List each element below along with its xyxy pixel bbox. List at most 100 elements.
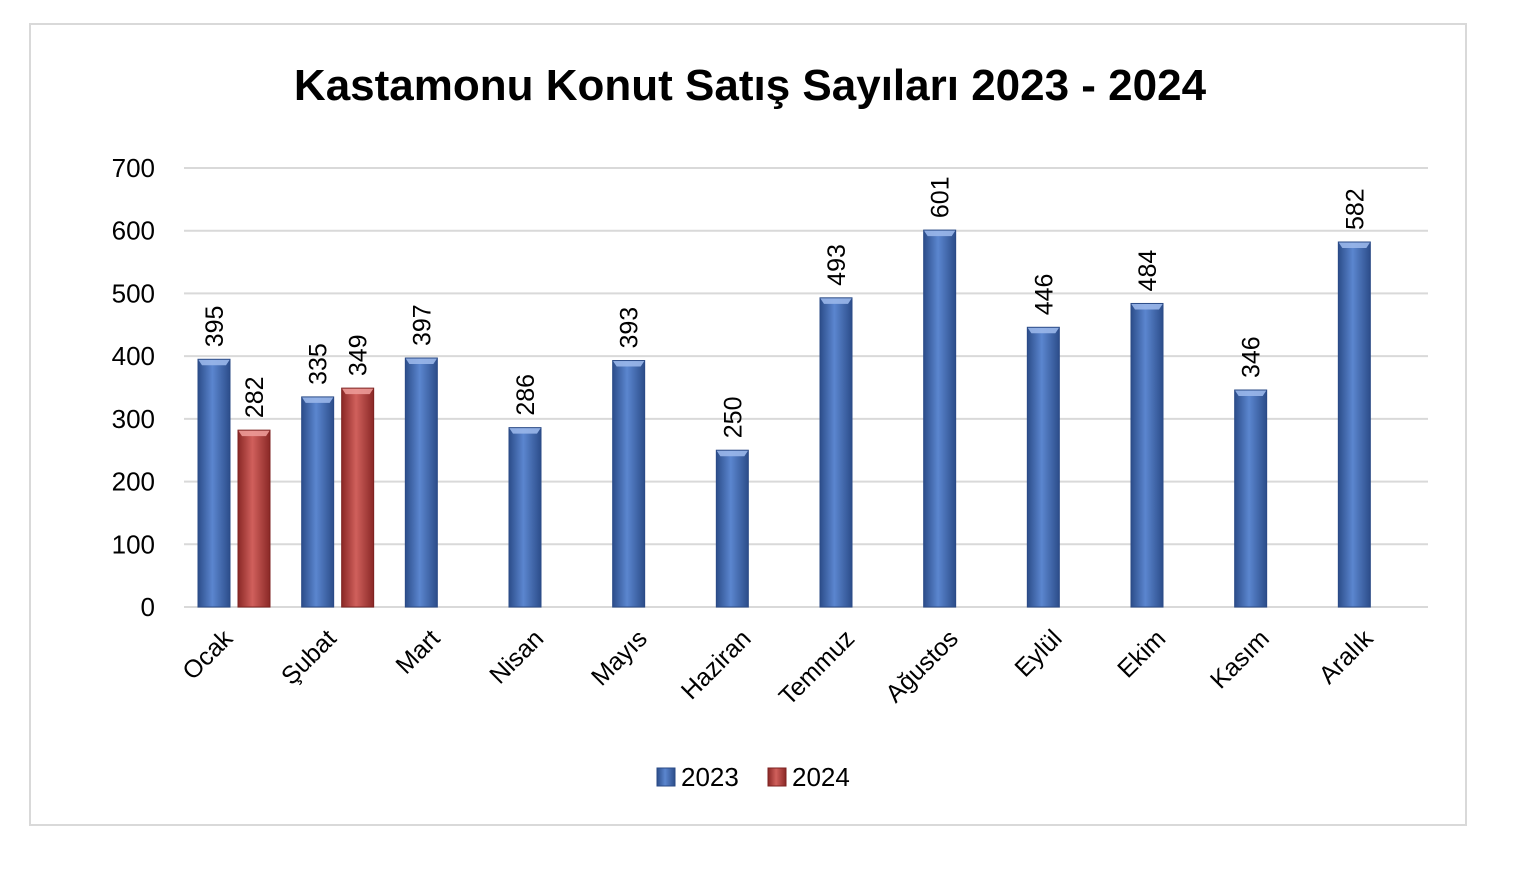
data-label: 250 bbox=[719, 396, 747, 438]
bar-bevel bbox=[509, 427, 541, 434]
legend: 2023 2024 bbox=[656, 762, 850, 792]
x-tick-label: Ocak bbox=[177, 624, 238, 685]
bar-bevel bbox=[1234, 390, 1267, 397]
data-label: 395 bbox=[201, 306, 229, 348]
legend-swatch bbox=[656, 767, 676, 787]
bar-outline bbox=[508, 427, 542, 608]
legend-swatch bbox=[767, 767, 787, 787]
bar-2023-Mayıs bbox=[612, 360, 646, 608]
data-label: 393 bbox=[616, 307, 644, 349]
bar bbox=[1234, 390, 1267, 607]
bar-bevel bbox=[1131, 303, 1163, 310]
x-tick-label: Ağustos bbox=[880, 624, 964, 708]
y-tick-label: 500 bbox=[112, 278, 155, 308]
bar-2023-Nisan bbox=[508, 427, 542, 608]
bar-bevel bbox=[405, 358, 438, 365]
bar bbox=[341, 388, 374, 607]
data-label: 349 bbox=[345, 334, 373, 376]
legend-label: 2023 bbox=[681, 762, 739, 792]
x-tick-label: Şubat bbox=[276, 624, 342, 690]
bar-bevel bbox=[612, 360, 645, 367]
bar bbox=[301, 396, 334, 607]
bar-bevel bbox=[1027, 327, 1060, 334]
bar-outline bbox=[715, 449, 749, 608]
y-tick-label: 100 bbox=[112, 529, 155, 559]
bar-2023-Şubat bbox=[301, 396, 335, 608]
x-tick-label: Nisan bbox=[484, 624, 549, 689]
bar bbox=[612, 360, 645, 607]
x-axis: Ocak Şubat Mart Nisan Mayıs Haziran Temmuz Ağus… bbox=[177, 624, 1379, 711]
bar-2023-Ocak bbox=[197, 358, 231, 608]
data-label: 346 bbox=[1238, 336, 1266, 378]
y-tick-label: 300 bbox=[112, 404, 155, 434]
legend-label: 2024 bbox=[792, 762, 850, 792]
bar-outline bbox=[197, 358, 231, 608]
data-label: 282 bbox=[241, 376, 269, 418]
bar-outline bbox=[237, 429, 271, 608]
bar-bevel bbox=[238, 430, 270, 437]
x-tick-label: Aralık bbox=[1314, 624, 1379, 689]
legend-item-2023: 2023 bbox=[656, 762, 739, 792]
data-label: 335 bbox=[305, 343, 333, 385]
x-tick-label: Ekim bbox=[1112, 624, 1171, 683]
x-tick-label: Kasım bbox=[1205, 624, 1275, 694]
bar-2023-Ekim bbox=[1130, 302, 1164, 608]
bar bbox=[1131, 303, 1163, 607]
bar-bevel bbox=[716, 450, 749, 457]
x-tick-label: Mayıs bbox=[586, 624, 653, 691]
bar-outline bbox=[923, 229, 957, 608]
bar-outline bbox=[341, 387, 375, 608]
bar-outline bbox=[612, 360, 646, 608]
y-axis: 0 100 200 300 400 500 600 700 bbox=[112, 153, 155, 622]
bar-2024-Ocak bbox=[237, 429, 271, 608]
bar-bevel bbox=[1338, 242, 1371, 249]
x-tick-label: Temmuz bbox=[774, 624, 861, 711]
bar-bevel bbox=[923, 230, 956, 237]
bar-bevel bbox=[301, 396, 334, 403]
data-label: 582 bbox=[1341, 188, 1369, 230]
grid-lines bbox=[184, 167, 1428, 608]
y-tick-label: 200 bbox=[112, 467, 155, 497]
bar-bevel bbox=[341, 388, 374, 395]
bar-2023-Kasım bbox=[1234, 389, 1268, 608]
bar-2024-Şubat bbox=[341, 387, 375, 608]
bar-2023-Mart bbox=[404, 357, 438, 608]
bar bbox=[1027, 327, 1060, 607]
bar-outline bbox=[1234, 389, 1268, 608]
legend-item-2024: 2024 bbox=[767, 762, 850, 792]
data-label: 484 bbox=[1134, 250, 1162, 292]
data-label: 493 bbox=[823, 244, 851, 286]
chart-title: Kastamonu Konut Satış Sayıları 2023 - 20… bbox=[294, 61, 1207, 110]
bar bbox=[923, 230, 956, 607]
chart-frame bbox=[29, 23, 1467, 826]
data-label: 601 bbox=[927, 176, 955, 218]
bar-2023-Eylül bbox=[1026, 326, 1060, 608]
data-label: 397 bbox=[408, 304, 436, 346]
bars bbox=[197, 229, 1371, 608]
x-tick-label: Eylül bbox=[1009, 624, 1067, 682]
bar bbox=[1338, 242, 1371, 607]
y-tick-label: 400 bbox=[112, 341, 155, 371]
y-tick-label: 700 bbox=[112, 153, 155, 183]
x-tick-label: Haziran bbox=[676, 624, 757, 705]
bar bbox=[238, 430, 270, 607]
bar-2023-Temmuz bbox=[819, 297, 853, 608]
bar-outline bbox=[1337, 241, 1371, 608]
y-tick-label: 600 bbox=[112, 216, 155, 246]
bar bbox=[405, 358, 438, 607]
data-label: 446 bbox=[1030, 274, 1058, 316]
bar-2023-Haziran bbox=[715, 449, 749, 608]
bar-bevel bbox=[198, 359, 230, 366]
bar bbox=[198, 359, 230, 607]
bar-outline bbox=[1026, 326, 1060, 608]
bar-bevel bbox=[820, 297, 852, 304]
y-tick-label: 0 bbox=[141, 592, 155, 622]
bar-outline bbox=[1130, 302, 1164, 608]
bar-outline bbox=[301, 396, 335, 608]
data-label: 286 bbox=[512, 374, 540, 416]
bar-outline bbox=[819, 297, 853, 608]
bar-outline bbox=[404, 357, 438, 608]
x-tick-label: Mart bbox=[390, 624, 445, 679]
bar bbox=[509, 427, 541, 607]
